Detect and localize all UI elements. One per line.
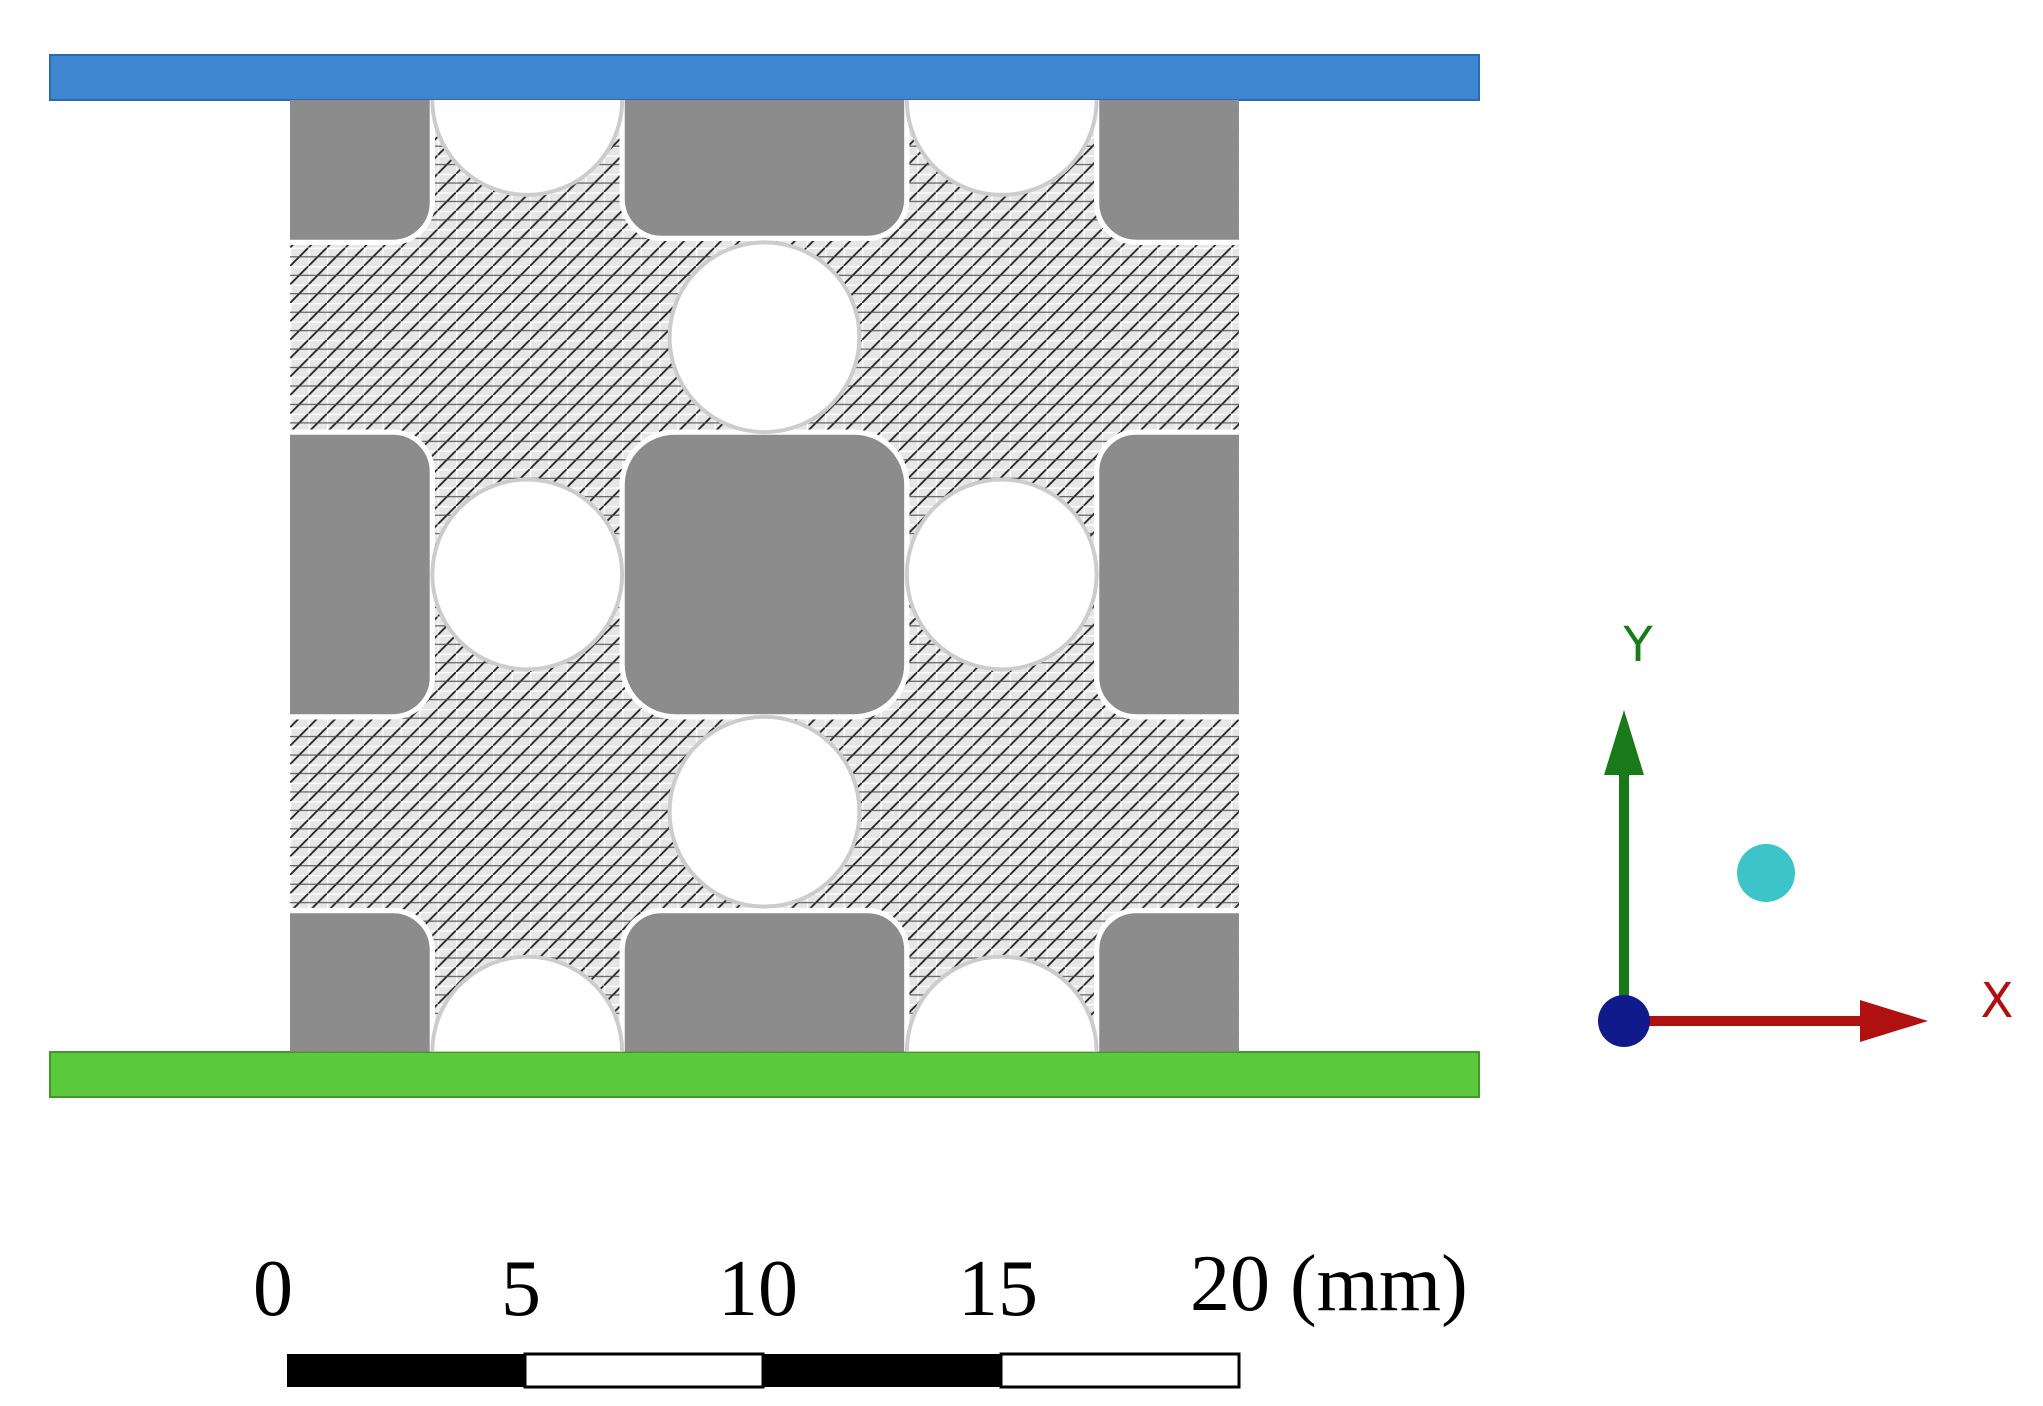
lattice-mesh [290, 100, 1239, 1052]
scale-label: 0 [253, 1245, 293, 1333]
scale-label: 20 (mm) [1190, 1240, 1468, 1328]
x-axis-label: X [1981, 973, 2014, 1029]
top-plate [49, 54, 1480, 101]
y-axis-label: Y [1622, 617, 1653, 673]
scale-label: 5 [501, 1245, 541, 1333]
scale-label: 15 [958, 1245, 1038, 1333]
axis-triad: Y X [1598, 617, 2013, 1047]
scale-bar: 0 5 10 15 20 (mm) [253, 1240, 1468, 1389]
scale-label: 10 [718, 1245, 798, 1333]
bottom-plate [49, 1051, 1480, 1098]
